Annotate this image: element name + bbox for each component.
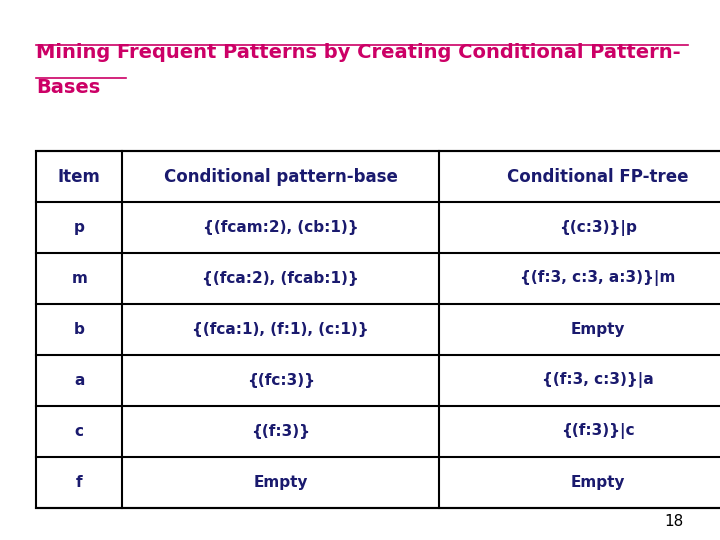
Text: Empty: Empty bbox=[253, 475, 308, 490]
Text: Item: Item bbox=[58, 167, 101, 186]
Text: Conditional FP-tree: Conditional FP-tree bbox=[507, 167, 688, 186]
Text: Empty: Empty bbox=[570, 475, 625, 490]
Text: Empty: Empty bbox=[570, 322, 625, 337]
Text: {(fca:1), (f:1), (c:1)}: {(fca:1), (f:1), (c:1)} bbox=[192, 322, 369, 337]
Text: a: a bbox=[74, 373, 84, 388]
Text: {(fca:2), (fcab:1)}: {(fca:2), (fcab:1)} bbox=[202, 271, 359, 286]
Text: f: f bbox=[76, 475, 83, 490]
Text: c: c bbox=[75, 424, 84, 438]
Text: 18: 18 bbox=[665, 514, 684, 529]
Text: {(f:3)}|c: {(f:3)}|c bbox=[561, 423, 634, 439]
Text: {(f:3)}: {(f:3)} bbox=[251, 424, 310, 438]
Text: {(c:3)}|p: {(c:3)}|p bbox=[559, 220, 636, 235]
Text: {(f:3, c:3, a:3)}|m: {(f:3, c:3, a:3)}|m bbox=[520, 271, 675, 287]
Text: p: p bbox=[73, 220, 85, 235]
Text: Conditional pattern-base: Conditional pattern-base bbox=[164, 167, 397, 186]
Text: b: b bbox=[73, 322, 85, 337]
Text: {(fcam:2), (cb:1)}: {(fcam:2), (cb:1)} bbox=[203, 220, 359, 235]
Text: Mining Frequent Patterns by Creating Conditional Pattern-: Mining Frequent Patterns by Creating Con… bbox=[36, 43, 680, 62]
Text: {(f:3, c:3)}|a: {(f:3, c:3)}|a bbox=[541, 372, 654, 388]
Text: Bases: Bases bbox=[36, 78, 100, 97]
Text: {(fc:3)}: {(fc:3)} bbox=[247, 373, 315, 388]
Text: m: m bbox=[71, 271, 87, 286]
